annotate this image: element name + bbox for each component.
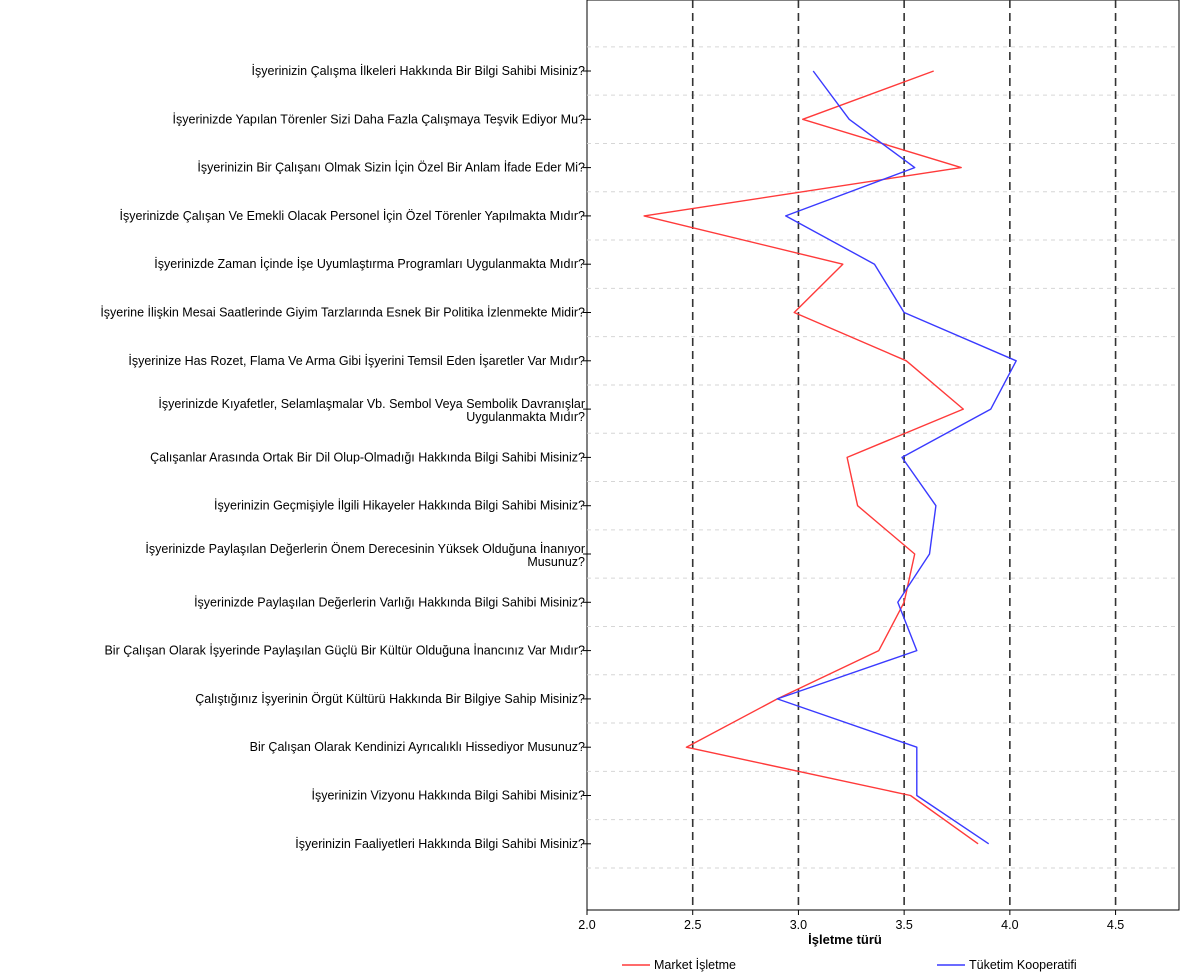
x-axis-tick-labels: 2.0 2.5 3.0 3.5 4.0 4.5 [578,918,1124,932]
x-tick-label: 3.0 [790,918,807,932]
category-label: Uygulanmakta Mıdır? [466,410,585,424]
legend: Market İşletme Tüketim Kooperatifi [622,958,1077,972]
category-label: İşyerinize Has Rozet, Flama Ve Arma Gibi… [128,354,585,368]
category-label: İşyerinizde Yapılan Törenler Sizi Daha F… [173,112,585,126]
category-label: İşyerinizde Paylaşılan Değerlerin Varlığ… [194,595,585,609]
category-label: İşyerinizin Vizyonu Hakkında Bilgi Sahib… [311,789,585,803]
x-axis-ticks [583,70,1117,915]
category-label: Bir Çalışan Olarak İşyerinde Paylaşılan … [104,644,585,658]
category-labels: İşyerinizin Çalışma İlkeleri Hakkında Bi… [100,64,585,851]
category-label: Çalışanlar Arasında Ortak Bir Dil Olup-O… [150,450,585,464]
x-tick-label: 2.5 [684,918,701,932]
x-tick-label: 4.5 [1107,918,1124,932]
legend-label: Market İşletme [654,958,736,972]
row-gridlines [587,46,1179,869]
category-label: İşyerinizin Bir Çalışanı Olmak Sizin İçi… [197,161,585,175]
x-tick-label: 2.0 [578,918,595,932]
series-lines [643,70,1017,845]
plot-frame [586,0,1180,911]
category-label: İşyerine İlişkin Mesai Saatlerinde Giyim… [100,306,585,320]
category-label: Musunuz? [527,555,585,569]
category-label: Çalıştığınız İşyerinin Örgüt Kültürü Hak… [195,692,585,706]
legend-label: Tüketim Kooperatifi [969,958,1077,972]
category-label: İşyerinizin Geçmişiyle İlgili Hikayeler … [214,499,585,513]
x-tick-label: 4.0 [1001,918,1018,932]
reference-lines [691,0,1117,910]
category-label: İşyerinizin Faaliyetleri Hakkında Bilgi … [295,837,585,851]
series-line [643,70,979,845]
category-label: İşyerinizin Çalışma İlkeleri Hakkında Bi… [252,64,585,78]
category-label: İşyerinizde Çalışan Ve Emekli Olacak Per… [120,209,586,223]
x-tick-label: 3.5 [895,918,912,932]
series-line [776,70,1017,845]
category-label: İşyerinizde Zaman İçinde İşe Uyumlaştırm… [154,257,585,271]
category-label: İşyerinizde Paylaşılan Değerlerin Önem D… [145,542,585,556]
x-axis-title: İşletme türü [808,932,882,947]
category-label: İşyerinizde Kıyafetler, Selamlaşmalar Vb… [158,397,585,411]
category-label: Bir Çalışan Olarak Kendinizi Ayrıcalıklı… [250,740,585,754]
